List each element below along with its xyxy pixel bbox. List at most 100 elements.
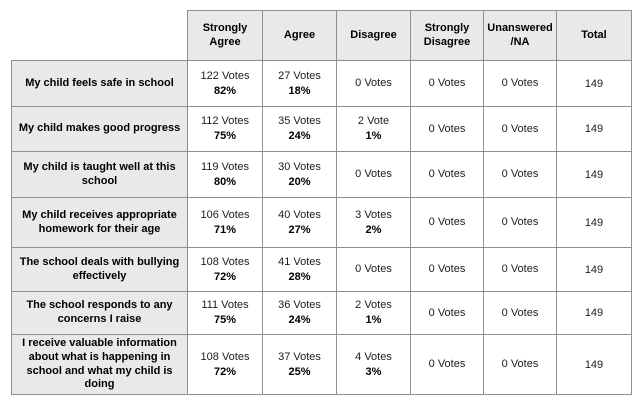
votes-cell: 0 Votes (410, 151, 484, 198)
table-row: My child makes good progress 112 Votes 75%… (11, 106, 632, 152)
votes-cell: 0 Votes (483, 60, 557, 107)
table-row: The school deals with bullying effective… (11, 247, 632, 292)
votes-cell: 41 Votes 28% (262, 247, 337, 292)
corner-spacer (11, 10, 188, 61)
votes-cell: 30 Votes 20% (262, 151, 337, 198)
votes-count: 106 Votes (200, 208, 250, 221)
votes-count: 0 Votes (501, 306, 539, 319)
column-header: Strongly Disagree (410, 10, 484, 61)
votes-cell: 0 Votes (483, 197, 557, 248)
votes-cell: 40 Votes 27% (262, 197, 337, 248)
votes-count: 0 Votes (428, 122, 466, 135)
total-cell: 149 (556, 106, 632, 152)
votes-cell: 119 Votes 80% (187, 151, 263, 198)
row-label: I receive valuable information about wha… (11, 334, 188, 395)
votes-cell: 36 Votes 24% (262, 291, 337, 335)
votes-percent: 80% (213, 175, 237, 188)
column-header: Disagree (336, 10, 411, 61)
votes-count: 0 Votes (355, 77, 392, 90)
total-cell: 149 (556, 60, 632, 107)
votes-percent: 27% (288, 223, 311, 236)
votes-percent: 28% (288, 270, 311, 283)
row-label: My child receives appropriate homework f… (11, 197, 188, 248)
votes-count: 108 Votes (200, 255, 250, 268)
votes-count: 0 Votes (501, 168, 539, 181)
table-row: I receive valuable information about wha… (11, 334, 632, 395)
votes-cell: 0 Votes (483, 291, 557, 335)
total-cell: 149 (556, 247, 632, 292)
votes-cell: 106 Votes 71% (187, 197, 263, 248)
votes-count: 41 Votes (278, 255, 321, 268)
votes-cell: 0 Votes (483, 247, 557, 292)
votes-cell: 108 Votes 72% (187, 247, 263, 292)
votes-cell: 0 Votes (336, 247, 411, 292)
votes-count: 122 Votes (200, 69, 250, 82)
total-cell: 149 (556, 291, 632, 335)
total-cell: 149 (556, 151, 632, 198)
row-label: My child is taught well at this school (11, 151, 188, 198)
votes-count: 0 Votes (501, 263, 539, 276)
votes-cell: 35 Votes 24% (262, 106, 337, 152)
votes-count: 0 Votes (501, 216, 539, 229)
votes-count: 0 Votes (428, 306, 466, 319)
votes-cell: 3 Votes 2% (336, 197, 411, 248)
column-header: Strongly Agree (187, 10, 263, 61)
table-row: My child feels safe in school 122 Votes 82… (11, 60, 632, 107)
votes-count: 4 Votes (355, 350, 392, 363)
votes-cell: 0 Votes (483, 106, 557, 152)
votes-count: 3 Votes (355, 208, 392, 221)
votes-count: 30 Votes (278, 160, 321, 173)
table-row: The school responds to any concerns I ra… (11, 291, 632, 335)
total-cell: 149 (556, 197, 632, 248)
votes-cell: 0 Votes (410, 60, 484, 107)
table-row: My child is taught well at this school 11… (11, 151, 632, 198)
votes-count: 2 Votes (355, 299, 392, 312)
row-label: The school deals with bullying effective… (11, 247, 188, 292)
votes-percent: 71% (213, 223, 237, 236)
votes-cell: 2 Votes 1% (336, 291, 411, 335)
votes-count: 0 Votes (355, 168, 392, 181)
votes-count: 0 Votes (428, 358, 466, 371)
votes-percent: 18% (288, 84, 311, 97)
votes-percent: 72% (213, 365, 237, 378)
votes-percent: 1% (365, 130, 382, 142)
votes-cell: 0 Votes (336, 151, 411, 198)
table-body: My child feels safe in school 122 Votes 82… (11, 60, 632, 395)
votes-count: 27 Votes (278, 69, 321, 82)
votes-percent: 2% (365, 223, 382, 236)
votes-percent: 1% (365, 314, 382, 326)
votes-percent: 72% (213, 270, 237, 283)
votes-count: 40 Votes (278, 208, 321, 221)
votes-cell: 0 Votes (410, 247, 484, 292)
votes-count: 0 Votes (428, 263, 466, 276)
votes-cell: 108 Votes 72% (187, 334, 263, 395)
votes-cell: 27 Votes 18% (262, 60, 337, 107)
votes-percent: 20% (288, 175, 311, 188)
survey-results-table: Strongly Agree Agree Disagree Strongly Disa… (11, 10, 632, 395)
votes-count: 111 Votes (201, 299, 249, 312)
votes-percent: 24% (288, 130, 311, 142)
votes-cell: 0 Votes (483, 334, 557, 395)
column-header: Agree (262, 10, 337, 61)
votes-percent: 24% (288, 314, 311, 326)
row-label: The school responds to any concerns I ra… (11, 291, 188, 335)
votes-percent: 25% (288, 365, 311, 378)
votes-cell: 0 Votes (410, 334, 484, 395)
votes-count: 0 Votes (428, 168, 466, 181)
votes-cell: 0 Votes (410, 197, 484, 248)
votes-count: 119 Votes (200, 160, 250, 173)
votes-percent: 75% (213, 130, 237, 142)
votes-cell: 0 Votes (410, 291, 484, 335)
votes-count: 0 Votes (355, 263, 392, 276)
votes-cell: 37 Votes 25% (262, 334, 337, 395)
votes-cell: 0 Votes (336, 60, 411, 107)
votes-cell: 112 Votes 75% (187, 106, 263, 152)
votes-cell: 0 Votes (410, 106, 484, 152)
header-row: Strongly Agree Agree Disagree Strongly Disa… (11, 10, 632, 61)
total-cell: 149 (556, 334, 632, 395)
votes-cell: 111 Votes 75% (187, 291, 263, 335)
row-label: My child feels safe in school (11, 60, 188, 107)
row-label: My child makes good progress (11, 106, 188, 152)
votes-cell: 2 Vote 1% (336, 106, 411, 152)
votes-count: 37 Votes (278, 350, 321, 363)
